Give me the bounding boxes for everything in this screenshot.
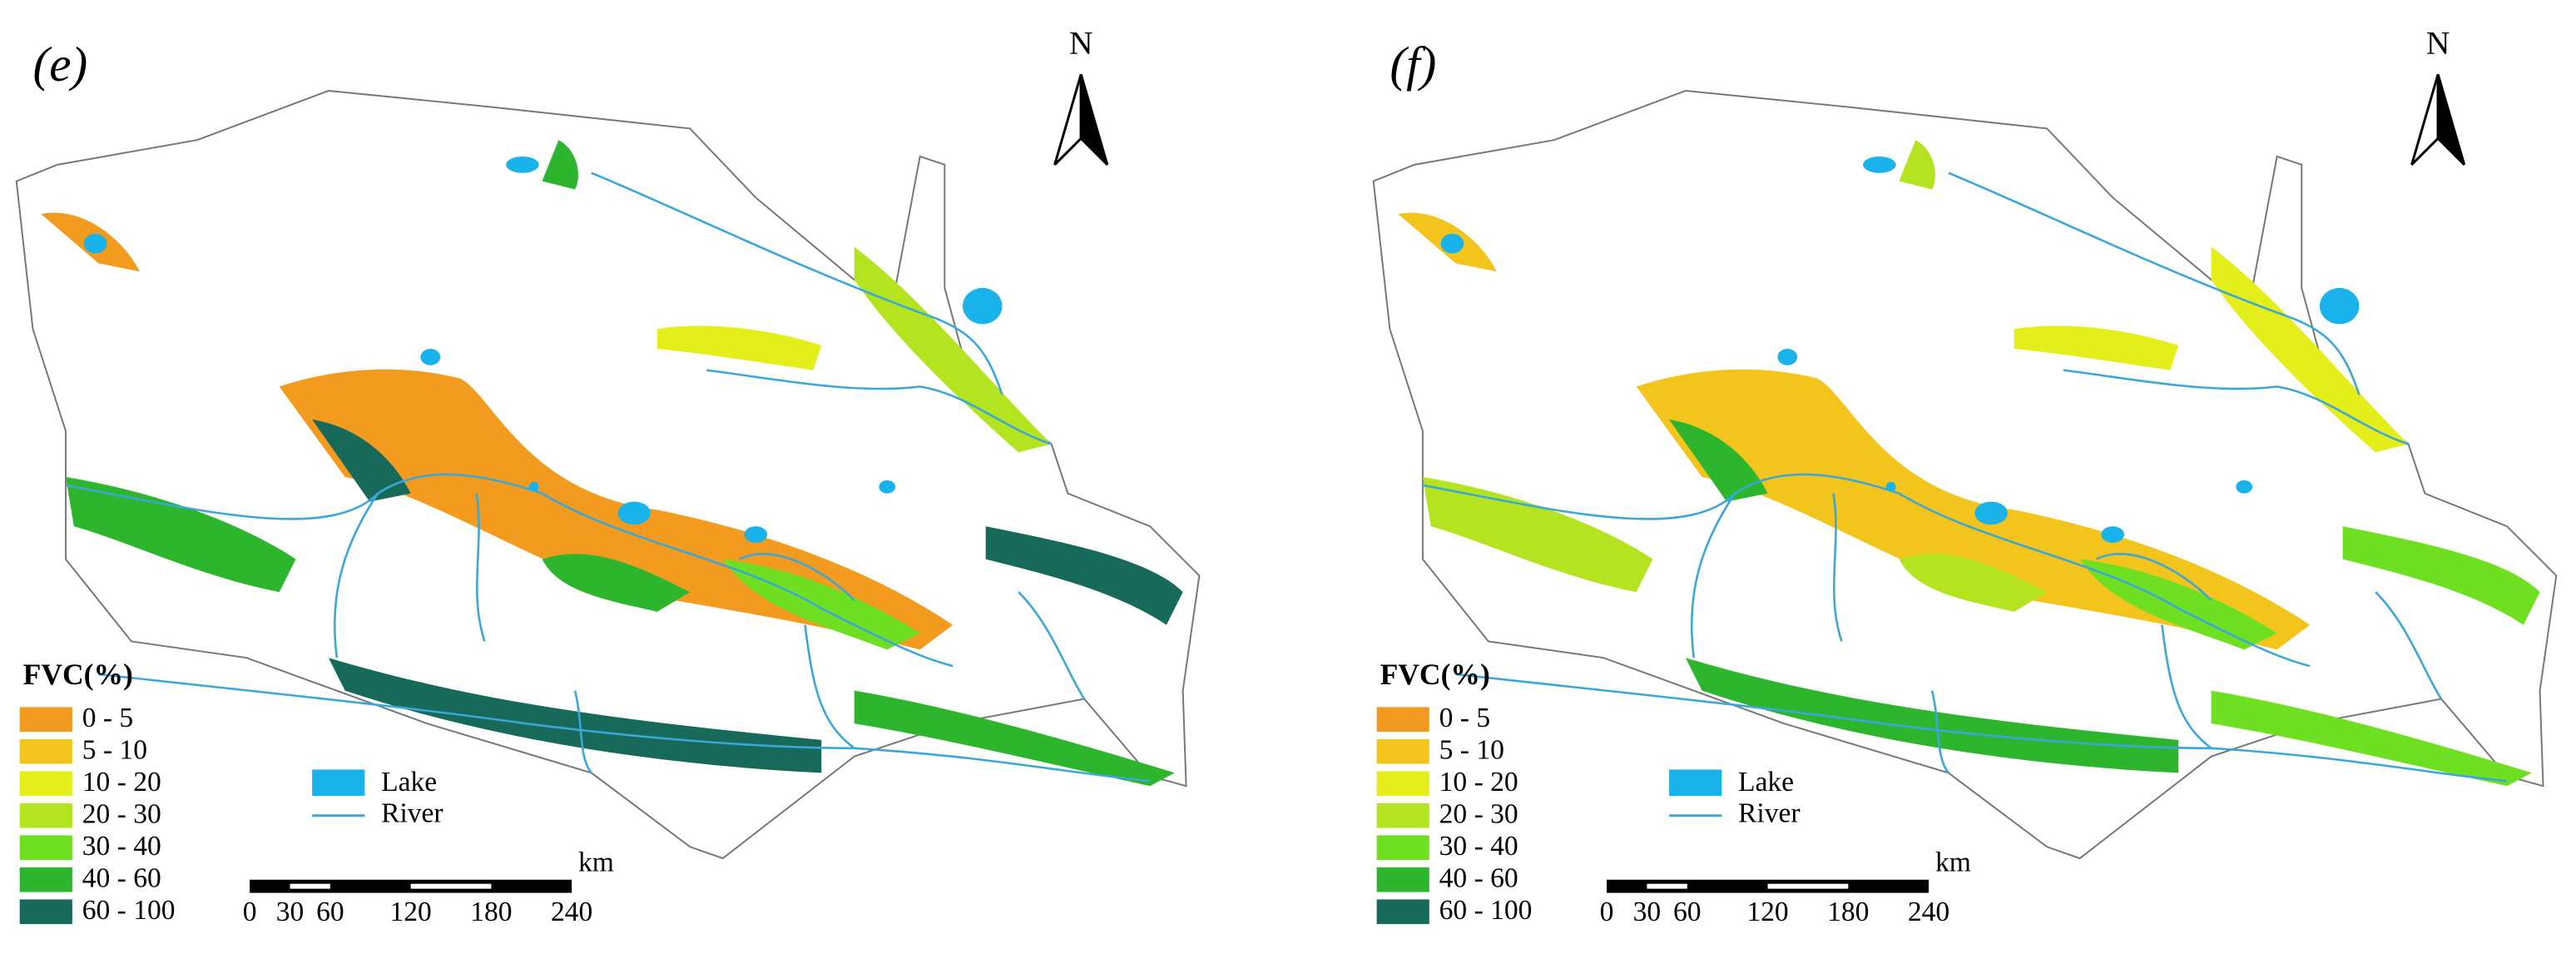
legend-swatch	[1376, 771, 1429, 797]
north-arrow-left	[1053, 73, 1082, 166]
legend-title: FVC(%)	[23, 658, 133, 691]
legend-label: 5 - 10	[82, 734, 147, 765]
legend-label: 5 - 10	[1439, 734, 1504, 765]
legend-label: 40 - 60	[82, 862, 161, 893]
legend-swatch	[19, 707, 72, 733]
legend-swatch	[1376, 867, 1429, 892]
legend-label: 10 - 20	[82, 767, 161, 797]
scale-tick-label: 0	[1600, 897, 1614, 927]
legend-swatch	[1376, 899, 1429, 925]
river-label: River	[381, 797, 443, 828]
north-arrow-left	[2410, 73, 2440, 166]
legend-swatch	[19, 738, 72, 764]
vegetation	[1398, 140, 2540, 787]
legend-swatch	[1376, 707, 1429, 733]
legend-swatch	[19, 802, 72, 828]
scale-unit: km	[1935, 847, 1971, 878]
vegetation	[41, 140, 1183, 787]
scale-bar-segment	[290, 883, 330, 889]
scale-tick-label: 120	[1746, 897, 1788, 927]
scale-tick-label: 60	[1673, 897, 1702, 927]
legend-swatch	[19, 899, 72, 925]
legend-swatch	[1376, 738, 1429, 764]
north-arrow-right	[1079, 73, 1109, 166]
scale-tick-label: 30	[276, 897, 305, 927]
scale-tick-label: 0	[243, 897, 257, 927]
panel-label: (f)	[1390, 37, 1436, 92]
legend-swatch	[19, 835, 72, 861]
scale-tick-label: 180	[1827, 897, 1869, 927]
scale-tick-label: 30	[1633, 897, 1662, 927]
north-arrow-right	[2436, 73, 2466, 166]
lake-label: Lake	[1738, 767, 1794, 797]
lake-swatch	[1669, 769, 1722, 797]
legend-label: 10 - 20	[1439, 767, 1518, 797]
legend-swatch	[19, 771, 72, 797]
legend-label: 40 - 60	[1439, 862, 1518, 893]
scale-bar-segment	[410, 883, 492, 889]
panel-label: (e)	[32, 37, 87, 92]
legend-label: 0 - 5	[82, 703, 134, 733]
legend-swatch	[1376, 802, 1429, 828]
legend-label: 0 - 5	[1439, 703, 1491, 733]
lake-label: Lake	[381, 767, 437, 797]
lake-swatch	[312, 769, 365, 797]
legend-label: 60 - 100	[82, 895, 176, 926]
scale-tick-label: 240	[551, 897, 592, 927]
legend-label: 30 - 40	[82, 831, 161, 862]
scale-tick-label: 60	[316, 897, 344, 927]
river-label: River	[1738, 797, 1801, 828]
legend-swatch	[1376, 835, 1429, 861]
north-label: N	[2426, 25, 2450, 62]
north-label: N	[1069, 25, 1093, 62]
legend-label: 20 - 30	[82, 798, 161, 829]
scale-tick-label: 240	[1908, 897, 1949, 927]
scale-unit: km	[578, 847, 614, 878]
legend-label: 60 - 100	[1439, 895, 1533, 926]
scale-bar-segment	[1647, 883, 1687, 889]
scale-tick-label: 180	[470, 897, 512, 927]
legend-title: FVC(%)	[1380, 658, 1490, 691]
scale-tick-label: 120	[389, 897, 431, 927]
legend-label: 20 - 30	[1439, 798, 1518, 829]
legend-label: 30 - 40	[1439, 831, 1518, 862]
scale-bar-segment	[1767, 883, 1849, 889]
legend-swatch	[19, 867, 72, 892]
